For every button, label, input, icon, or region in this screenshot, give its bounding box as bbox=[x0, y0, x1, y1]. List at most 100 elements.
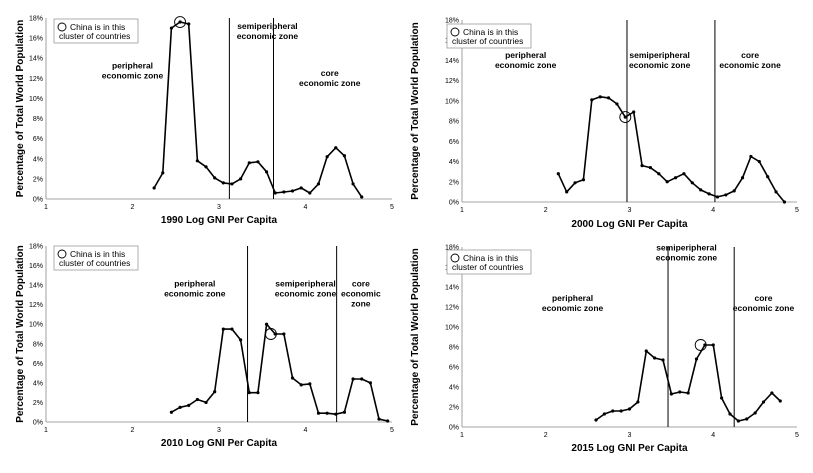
legend-label: cluster of countries bbox=[452, 262, 523, 272]
data-point bbox=[686, 391, 690, 395]
data-point bbox=[161, 171, 165, 175]
data-point bbox=[204, 400, 208, 405]
series-line bbox=[153, 21, 363, 198]
data-point bbox=[665, 180, 669, 184]
x-tick-label: 2 bbox=[544, 207, 548, 214]
zone-label-peripheral: economic zone bbox=[102, 71, 164, 81]
data-point bbox=[732, 189, 736, 193]
data-point bbox=[782, 200, 787, 204]
series-line bbox=[171, 323, 388, 422]
data-point bbox=[694, 357, 699, 361]
legend-marker bbox=[450, 253, 460, 263]
data-point bbox=[282, 332, 286, 336]
y-tick-label: 6% bbox=[33, 136, 43, 143]
data-point bbox=[778, 399, 782, 403]
series-line bbox=[595, 344, 781, 422]
legend-marker bbox=[450, 27, 460, 37]
zone-label-peripheral: economic zone bbox=[542, 303, 604, 313]
series-line bbox=[557, 96, 786, 203]
zone-label-semiperipheral: economic zone bbox=[656, 253, 718, 263]
data-point bbox=[615, 102, 619, 106]
y-tick-label: 0% bbox=[33, 420, 43, 427]
data-point bbox=[230, 327, 234, 331]
x-tick-label: 4 bbox=[304, 204, 308, 211]
data-point bbox=[169, 410, 174, 414]
legend-label: China is in this bbox=[70, 249, 125, 259]
x-tick-label: 1 bbox=[460, 207, 464, 214]
x-tick-label: 3 bbox=[628, 432, 632, 439]
y-tick-label: 2% bbox=[33, 176, 43, 183]
y-tick-label: 10% bbox=[29, 322, 43, 329]
data-point bbox=[606, 96, 611, 100]
data-point bbox=[351, 182, 355, 186]
x-axis-title: 2000 Log GNI Per Capita bbox=[571, 219, 688, 230]
y-tick-label: 14% bbox=[445, 285, 459, 292]
data-point bbox=[247, 161, 251, 165]
data-point bbox=[187, 22, 191, 26]
data-point bbox=[745, 417, 749, 421]
data-point bbox=[766, 175, 770, 179]
legend-label: China is in this bbox=[463, 27, 518, 37]
data-point bbox=[770, 391, 774, 395]
data-point bbox=[290, 376, 295, 380]
zone-label-peripheral: peripheral bbox=[174, 278, 215, 288]
data-point bbox=[653, 356, 657, 360]
china-marker bbox=[264, 328, 277, 340]
data-point bbox=[213, 390, 217, 394]
data-point bbox=[703, 343, 707, 347]
data-point bbox=[368, 381, 372, 385]
zone-label-peripheral: economic zone bbox=[495, 60, 557, 70]
y-tick-label: 2% bbox=[449, 179, 459, 186]
data-point bbox=[187, 403, 191, 407]
x-tick-label: 5 bbox=[390, 204, 394, 211]
x-tick-label: 5 bbox=[390, 427, 394, 434]
x-tick-label: 5 bbox=[795, 207, 799, 214]
data-point bbox=[316, 182, 321, 186]
y-tick-label: 10% bbox=[445, 325, 459, 332]
data-point bbox=[325, 155, 329, 159]
zone-label-core: economic zone bbox=[719, 60, 781, 70]
x-tick-label: 4 bbox=[304, 427, 308, 434]
x-tick-label: 5 bbox=[795, 432, 799, 439]
zone-label-core: core bbox=[321, 68, 339, 78]
x-tick-label: 3 bbox=[628, 207, 632, 214]
data-point bbox=[221, 327, 225, 331]
y-tick-label: 0% bbox=[449, 425, 459, 432]
data-point bbox=[377, 417, 381, 421]
data-point bbox=[230, 182, 234, 186]
legend-box bbox=[446, 23, 532, 49]
data-point bbox=[299, 383, 303, 387]
y-tick-label: 10% bbox=[445, 98, 459, 105]
legend-label: cluster of countries bbox=[59, 31, 130, 41]
data-point bbox=[761, 400, 766, 404]
y-tick-label: 2% bbox=[33, 400, 43, 407]
data-point bbox=[644, 349, 648, 353]
china-marker bbox=[694, 339, 707, 351]
x-axis-title: 1990 Log GNI Per Capita bbox=[161, 215, 278, 226]
y-tick-label: 14% bbox=[29, 56, 43, 63]
y-axis-title: Percentage of Total World Population bbox=[410, 22, 421, 199]
y-tick-label: 0% bbox=[449, 200, 459, 207]
zone-label-peripheral: peripheral bbox=[112, 61, 153, 71]
data-point bbox=[256, 160, 260, 164]
zone-label-peripheral: peripheral bbox=[552, 293, 593, 303]
data-point bbox=[690, 181, 694, 185]
data-point bbox=[757, 159, 761, 164]
x-tick-label: 3 bbox=[217, 204, 221, 211]
zone-label-semiperipheral: economic zone bbox=[237, 31, 299, 41]
legend-marker bbox=[57, 22, 67, 32]
data-point bbox=[728, 412, 732, 416]
y-tick-label: 18% bbox=[29, 16, 43, 23]
data-point bbox=[598, 95, 602, 99]
data-point bbox=[573, 181, 577, 185]
x-tick-label: 2 bbox=[131, 204, 135, 211]
y-axis-title: Percentage of Total World Population bbox=[15, 245, 26, 422]
y-tick-label: 8% bbox=[449, 119, 459, 126]
data-point bbox=[669, 392, 673, 396]
data-point bbox=[774, 190, 778, 194]
data-point bbox=[169, 26, 174, 30]
china-marker bbox=[619, 111, 632, 124]
data-point bbox=[636, 400, 640, 404]
